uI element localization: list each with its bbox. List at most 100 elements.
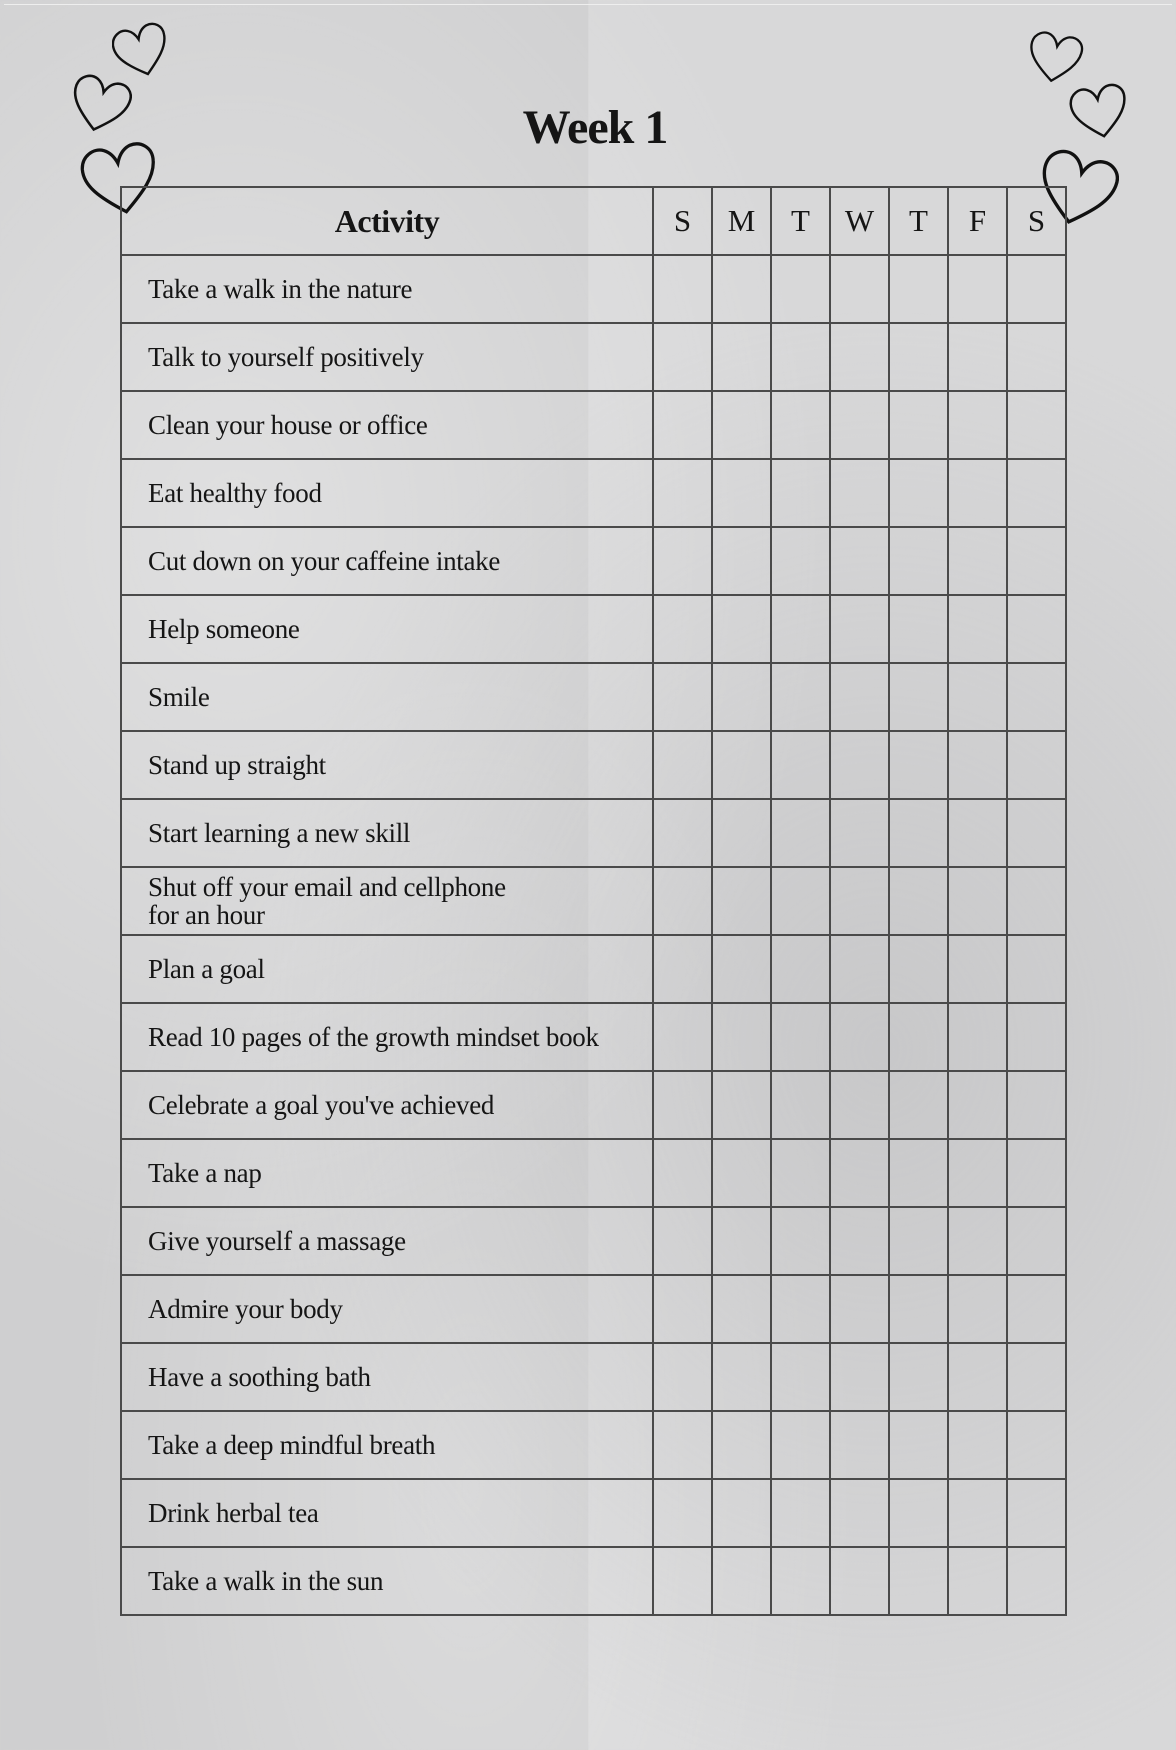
day-checkbox-cell[interactable] [888, 526, 949, 596]
day-checkbox-cell[interactable] [652, 730, 713, 800]
day-checkbox-cell[interactable] [829, 662, 890, 732]
day-checkbox-cell[interactable] [711, 594, 772, 664]
day-checkbox-cell[interactable] [1006, 1342, 1067, 1412]
day-checkbox-cell[interactable] [888, 1138, 949, 1208]
day-checkbox-cell[interactable] [1006, 1478, 1067, 1548]
day-checkbox-cell[interactable] [711, 866, 772, 936]
day-checkbox-cell[interactable] [770, 1546, 831, 1616]
day-checkbox-cell[interactable] [888, 798, 949, 868]
day-checkbox-cell[interactable] [888, 1274, 949, 1344]
day-checkbox-cell[interactable] [1006, 1546, 1067, 1616]
day-checkbox-cell[interactable] [947, 934, 1008, 1004]
day-checkbox-cell[interactable] [947, 1002, 1008, 1072]
day-checkbox-cell[interactable] [770, 1002, 831, 1072]
day-checkbox-cell[interactable] [711, 1138, 772, 1208]
day-checkbox-cell[interactable] [1006, 934, 1067, 1004]
day-checkbox-cell[interactable] [770, 934, 831, 1004]
day-checkbox-cell[interactable] [888, 730, 949, 800]
day-checkbox-cell[interactable] [711, 322, 772, 392]
day-checkbox-cell[interactable] [711, 526, 772, 596]
day-checkbox-cell[interactable] [652, 458, 713, 528]
day-checkbox-cell[interactable] [888, 594, 949, 664]
day-checkbox-cell[interactable] [652, 1070, 713, 1140]
day-checkbox-cell[interactable] [947, 1478, 1008, 1548]
day-checkbox-cell[interactable] [829, 458, 890, 528]
day-checkbox-cell[interactable] [652, 1478, 713, 1548]
day-checkbox-cell[interactable] [888, 1206, 949, 1276]
day-checkbox-cell[interactable] [770, 662, 831, 732]
day-checkbox-cell[interactable] [829, 1138, 890, 1208]
day-checkbox-cell[interactable] [829, 1206, 890, 1276]
day-checkbox-cell[interactable] [711, 1478, 772, 1548]
day-checkbox-cell[interactable] [947, 1274, 1008, 1344]
day-checkbox-cell[interactable] [770, 1206, 831, 1276]
day-checkbox-cell[interactable] [888, 662, 949, 732]
day-checkbox-cell[interactable] [947, 662, 1008, 732]
day-checkbox-cell[interactable] [652, 390, 713, 460]
day-checkbox-cell[interactable] [829, 594, 890, 664]
day-checkbox-cell[interactable] [829, 526, 890, 596]
day-checkbox-cell[interactable] [652, 526, 713, 596]
day-checkbox-cell[interactable] [652, 1274, 713, 1344]
day-checkbox-cell[interactable] [1006, 594, 1067, 664]
day-checkbox-cell[interactable] [770, 594, 831, 664]
day-checkbox-cell[interactable] [711, 798, 772, 868]
day-checkbox-cell[interactable] [652, 866, 713, 936]
day-checkbox-cell[interactable] [711, 1546, 772, 1616]
day-checkbox-cell[interactable] [888, 390, 949, 460]
day-checkbox-cell[interactable] [711, 1002, 772, 1072]
day-checkbox-cell[interactable] [1006, 526, 1067, 596]
day-checkbox-cell[interactable] [652, 594, 713, 664]
day-checkbox-cell[interactable] [711, 254, 772, 324]
day-checkbox-cell[interactable] [1006, 1138, 1067, 1208]
day-checkbox-cell[interactable] [770, 458, 831, 528]
day-checkbox-cell[interactable] [1006, 254, 1067, 324]
day-checkbox-cell[interactable] [1006, 322, 1067, 392]
day-checkbox-cell[interactable] [652, 254, 713, 324]
day-checkbox-cell[interactable] [829, 1546, 890, 1616]
day-checkbox-cell[interactable] [770, 1274, 831, 1344]
day-checkbox-cell[interactable] [947, 322, 1008, 392]
day-checkbox-cell[interactable] [1006, 866, 1067, 936]
day-checkbox-cell[interactable] [711, 1274, 772, 1344]
day-checkbox-cell[interactable] [770, 1070, 831, 1140]
day-checkbox-cell[interactable] [711, 1070, 772, 1140]
day-checkbox-cell[interactable] [888, 1410, 949, 1480]
day-checkbox-cell[interactable] [652, 1138, 713, 1208]
day-checkbox-cell[interactable] [947, 1206, 1008, 1276]
day-checkbox-cell[interactable] [652, 1206, 713, 1276]
day-checkbox-cell[interactable] [947, 730, 1008, 800]
day-checkbox-cell[interactable] [770, 730, 831, 800]
day-checkbox-cell[interactable] [711, 662, 772, 732]
day-checkbox-cell[interactable] [770, 254, 831, 324]
day-checkbox-cell[interactable] [1006, 390, 1067, 460]
day-checkbox-cell[interactable] [829, 1410, 890, 1480]
day-checkbox-cell[interactable] [947, 1410, 1008, 1480]
day-checkbox-cell[interactable] [652, 1546, 713, 1616]
day-checkbox-cell[interactable] [711, 390, 772, 460]
day-checkbox-cell[interactable] [947, 594, 1008, 664]
day-checkbox-cell[interactable] [829, 798, 890, 868]
day-checkbox-cell[interactable] [888, 1002, 949, 1072]
day-checkbox-cell[interactable] [1006, 798, 1067, 868]
day-checkbox-cell[interactable] [829, 1274, 890, 1344]
day-checkbox-cell[interactable] [652, 798, 713, 868]
day-checkbox-cell[interactable] [1006, 1070, 1067, 1140]
day-checkbox-cell[interactable] [888, 1478, 949, 1548]
day-checkbox-cell[interactable] [1006, 1002, 1067, 1072]
day-checkbox-cell[interactable] [770, 390, 831, 460]
day-checkbox-cell[interactable] [829, 1342, 890, 1412]
day-checkbox-cell[interactable] [770, 1138, 831, 1208]
day-checkbox-cell[interactable] [770, 1478, 831, 1548]
day-checkbox-cell[interactable] [711, 730, 772, 800]
day-checkbox-cell[interactable] [711, 934, 772, 1004]
day-checkbox-cell[interactable] [888, 1342, 949, 1412]
day-checkbox-cell[interactable] [829, 866, 890, 936]
day-checkbox-cell[interactable] [829, 390, 890, 460]
day-checkbox-cell[interactable] [947, 1138, 1008, 1208]
day-checkbox-cell[interactable] [888, 1070, 949, 1140]
day-checkbox-cell[interactable] [1006, 730, 1067, 800]
day-checkbox-cell[interactable] [947, 390, 1008, 460]
day-checkbox-cell[interactable] [711, 1206, 772, 1276]
day-checkbox-cell[interactable] [888, 254, 949, 324]
